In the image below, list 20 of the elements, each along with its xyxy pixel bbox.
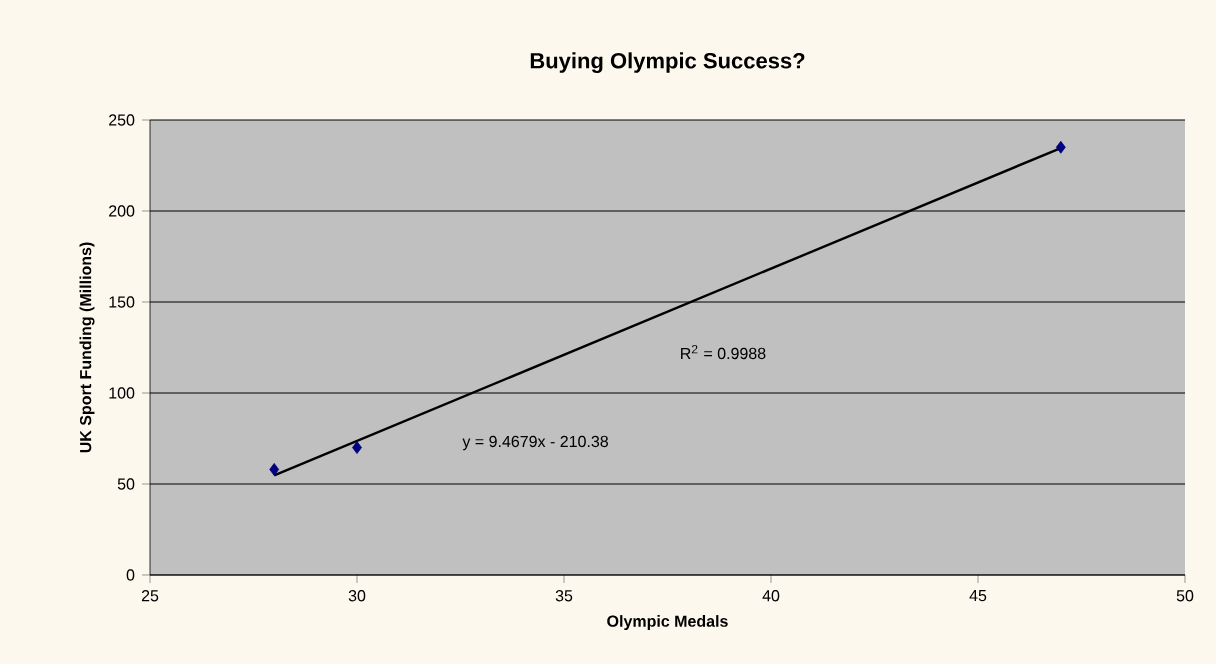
y-tick-label: 0: [126, 569, 135, 581]
point: [269, 463, 280, 476]
y-tick-label: 50: [117, 478, 135, 490]
point: [1055, 140, 1066, 154]
x-tick-label: 35: [555, 590, 573, 602]
x-tick-label: 25: [141, 590, 159, 602]
annotation: y = 9.4679x - 210.38: [462, 435, 608, 451]
x-tick-label: 30: [348, 590, 366, 602]
annotation: R$^{2}$ = 0.9988: [681, 344, 766, 360]
x-tick-label: 50: [1176, 590, 1194, 602]
chart-title: Buying Olympic Success?: [530, 52, 805, 73]
y-axis-title: UK Sport Funding (Millions): [79, 242, 95, 453]
y-tick-label: 250: [109, 114, 135, 126]
y-tick-label: 200: [109, 205, 135, 217]
point: [352, 441, 362, 454]
y-tick-label: 100: [109, 387, 135, 399]
x-tick-label: 45: [969, 590, 987, 602]
y-tick-label: 150: [109, 296, 135, 308]
x-tick-label: 40: [762, 590, 780, 602]
x-axis-title: Olympic Medals: [607, 615, 728, 631]
